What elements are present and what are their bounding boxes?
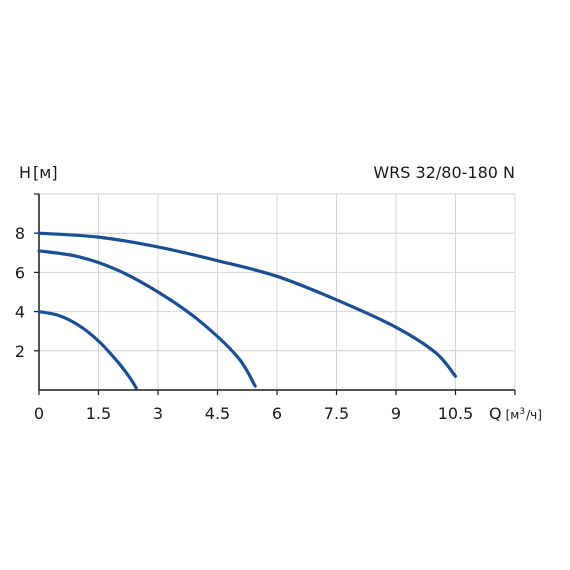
x-tick-label: 1.5 <box>86 404 111 423</box>
y-tick-label: 8 <box>15 224 25 243</box>
x-tick-label: 6 <box>272 404 282 423</box>
grid <box>39 193 516 390</box>
y-tick-label: 4 <box>15 303 25 322</box>
axes <box>34 193 516 395</box>
x-axis-unit-open: [м <box>506 408 520 422</box>
tick-labels: 0 1.5 3 4.5 6 7.5 9 10.5 2 4 6 8 <box>15 224 474 423</box>
y-tick-label: 2 <box>15 342 25 361</box>
x-tick-label: 4.5 <box>205 404 230 423</box>
y-axis-symbol: H <box>19 163 31 182</box>
curves <box>37 231 458 390</box>
pump-curve-1 <box>37 310 138 390</box>
pump-curve-2 <box>37 249 257 388</box>
x-axis-symbol: Q <box>489 404 502 423</box>
y-tick-label: 6 <box>15 263 25 282</box>
x-axis-unit-close: /ч] <box>526 408 542 422</box>
y-axis-label: H [м] <box>19 163 58 182</box>
x-tick-label: 3 <box>153 404 163 423</box>
pump-curve-3 <box>37 231 458 378</box>
x-tick-label: 9 <box>391 404 401 423</box>
x-tick-label: 10.5 <box>438 404 474 423</box>
x-tick-label: 7.5 <box>324 404 349 423</box>
x-tick-label: 0 <box>34 404 44 423</box>
y-axis-unit: [м] <box>33 163 58 182</box>
chart-title: WRS 32/80-180 N <box>373 163 515 182</box>
x-axis-unit-sup: 3 <box>519 407 525 417</box>
x-axis-label: Q [м3/ч] <box>489 404 542 423</box>
